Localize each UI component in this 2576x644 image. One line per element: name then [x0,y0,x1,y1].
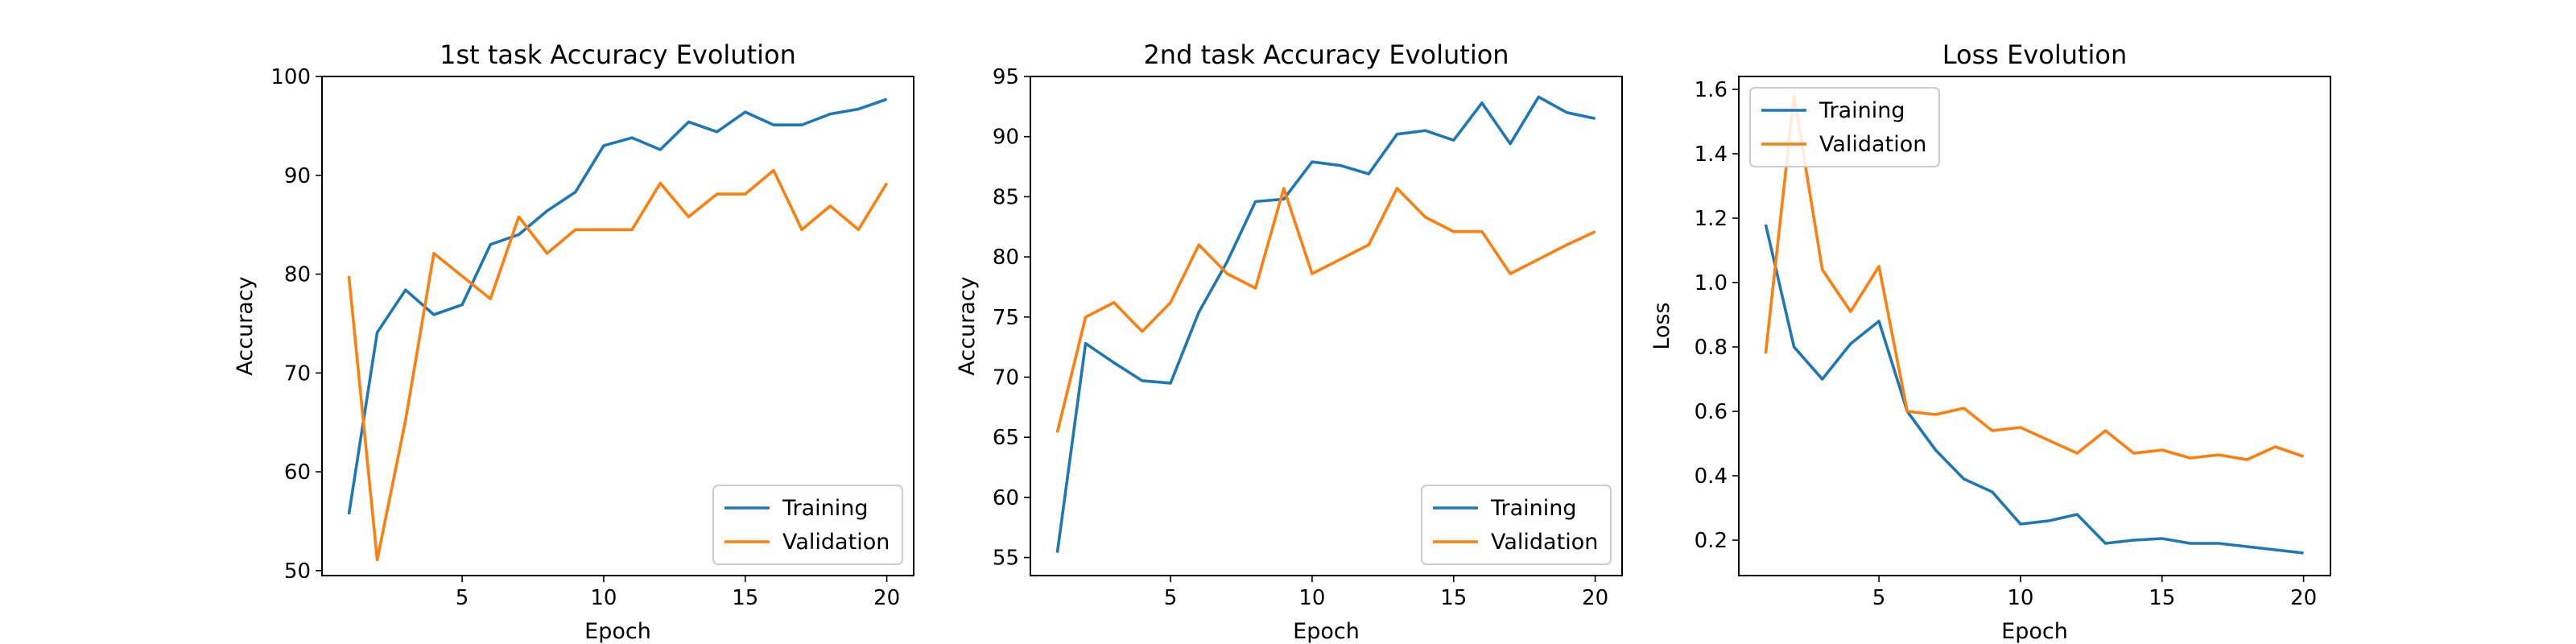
series-line-validation [347,168,889,562]
plot-frame [1738,76,2331,576]
y-tick-label: 50 [284,559,311,584]
x-axis-label: Epoch [1293,619,1360,644]
y-tick-label: 75 [993,306,1019,330]
legend-box [1421,485,1612,565]
x-tick-label: 5 [1164,586,1178,610]
x-tick-label: 15 [2149,586,2175,610]
y-tick-label: 0.6 [1695,400,1728,424]
y-axis-label: Accuracy [955,276,980,375]
series-line-training [1764,224,2304,555]
x-axis-label: Epoch [584,619,651,644]
x-tick-label: 20 [1582,586,1608,610]
x-tick-label: 15 [732,586,758,610]
y-tick-label: 60 [284,460,311,485]
y-tick-label: 55 [993,547,1019,571]
y-tick-label: 65 [993,426,1019,450]
legend-label-training: Training [1490,496,1577,521]
x-tick-label: 10 [590,586,617,610]
y-tick-label: 80 [993,246,1019,270]
x-tick-label: 20 [873,586,900,610]
x-tick-label: 10 [2007,586,2033,610]
y-tick-label: 90 [993,126,1019,150]
legend: Training Validation [712,485,903,565]
series-line-training [347,97,888,515]
legend-label-training: Training [782,496,869,521]
legend-box [1749,87,1940,167]
series-line-validation [1055,187,1596,433]
y-tick-label: 1.2 [1695,207,1728,231]
y-tick-label: 60 [993,486,1019,510]
y-tick-label: 85 [993,185,1019,209]
legend-label-training: Training [1818,98,1905,123]
y-tick-label: 1.0 [1695,271,1728,295]
x-tick-label: 20 [2290,586,2317,610]
x-axis-label: Epoch [2001,619,2068,644]
legend-label-validation: Validation [782,530,890,555]
y-tick-label: 0.4 [1695,464,1728,489]
chart-title: 2nd task Accuracy Evolution [1143,39,1509,70]
legend: Training Validation [1749,87,1940,167]
chart-title: Loss Evolution [1942,39,2128,70]
legend-label-validation: Validation [1819,132,1926,157]
y-tick-label: 70 [993,365,1019,390]
chart-panel: 1st task Accuracy Evolution 5 10 15 20 50 60 70… [233,39,914,644]
y-tick-label: 0.8 [1695,336,1728,360]
plot-frame [321,76,914,576]
chart-title: 1st task Accuracy Evolution [440,39,796,70]
y-axis-label: Loss [1649,302,1674,349]
x-tick-label: 5 [456,586,469,610]
y-axis-label: Accuracy [233,276,258,375]
legend-box [712,485,903,565]
chart-panel: Loss Evolution 5 10 15 20 0.2 0.4 0.6 0.8 1.0 1.2 1… [1649,39,2331,644]
legend-label-validation: Validation [1491,530,1598,555]
x-tick-label: 10 [1298,586,1325,610]
series-line-training [1055,95,1596,553]
plot-frame [1030,76,1623,576]
chart-panel: 2nd task Accuracy Evolution 5 10 15 20 55 60 65… [955,39,1623,644]
series-line-validation [1764,94,2305,461]
y-tick-label: 70 [284,361,311,386]
legend: Training Validation [1421,485,1612,565]
y-tick-label: 90 [284,164,311,188]
x-tick-label: 15 [1440,586,1467,610]
y-tick-label: 1.6 [1695,78,1728,102]
y-tick-label: 0.2 [1695,529,1728,553]
x-tick-label: 5 [1872,586,1886,610]
y-tick-label: 95 [993,65,1019,89]
y-tick-label: 100 [270,65,311,89]
y-tick-label: 1.4 [1695,142,1728,167]
y-tick-label: 80 [284,263,311,287]
